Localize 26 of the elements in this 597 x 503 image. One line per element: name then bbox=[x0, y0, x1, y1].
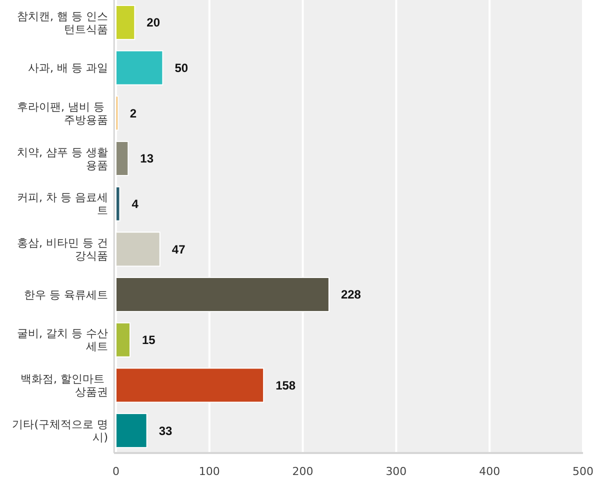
y-tick-label: 커피, 차 등 음료세트 bbox=[17, 191, 108, 218]
x-tick-label: 300 bbox=[386, 465, 407, 478]
x-tick-label: 200 bbox=[292, 465, 314, 478]
data-label: 158 bbox=[276, 378, 296, 392]
y-tick-label: 후라이팬, 냄비 등 주방용품 bbox=[17, 100, 108, 126]
y-tick-label: 참치캔, 햄 등 인스턴트식품 bbox=[17, 10, 108, 36]
x-tick-label: 400 bbox=[479, 465, 500, 478]
data-label: 15 bbox=[142, 333, 156, 348]
data-label: 228 bbox=[340, 288, 362, 302]
y-tick-label: 한우 등 육류세트 bbox=[24, 288, 108, 302]
y-tick-label: 사과, 배 등 과일 bbox=[28, 62, 108, 75]
y-tick-label: 치약, 샴푸 등 생활용품 bbox=[17, 146, 108, 172]
y-tick-label: 홍삼, 비타민 등 건강식품 bbox=[17, 236, 108, 263]
x-tick-label: 500 bbox=[572, 465, 594, 478]
y-tick-label: 기타(구체적으로 명시) bbox=[12, 418, 108, 444]
data-label: 2 bbox=[130, 106, 137, 120]
data-label: 4 bbox=[132, 197, 139, 212]
data-label: 33 bbox=[158, 424, 172, 438]
data-label: 20 bbox=[146, 16, 160, 30]
data-label: 47 bbox=[172, 242, 186, 256]
x-tick-label: 0 bbox=[112, 465, 120, 478]
y-tick-label: 굴비, 갈치 등 수산세트 bbox=[17, 327, 108, 354]
x-tick-label: 100 bbox=[198, 465, 220, 478]
data-label: 13 bbox=[140, 152, 154, 166]
data-label: 50 bbox=[174, 60, 188, 75]
y-tick-label: 백화점, 할인마트 상품권 bbox=[20, 372, 108, 399]
